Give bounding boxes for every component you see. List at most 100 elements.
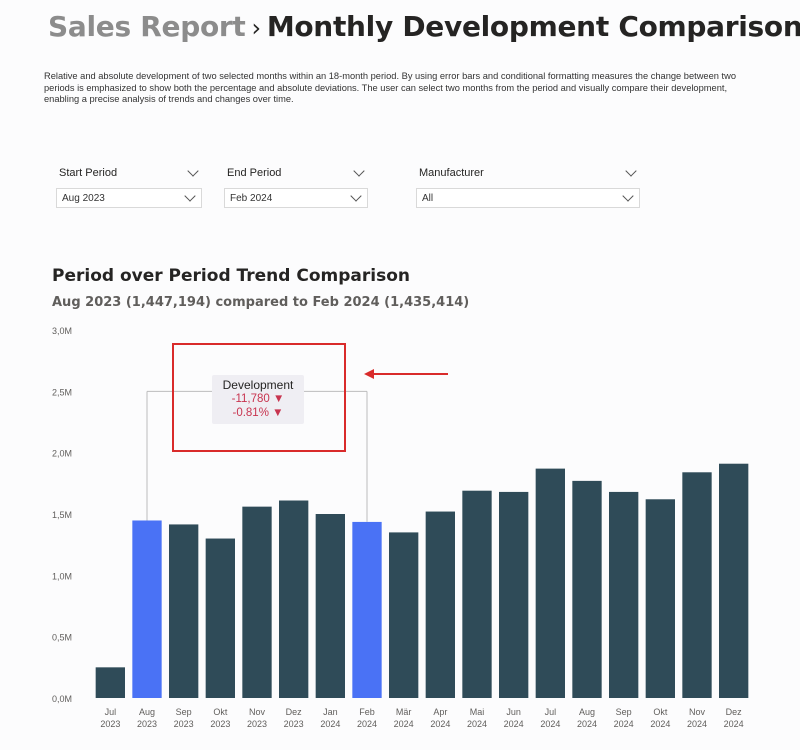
x-tick-month: Jul: [545, 707, 557, 717]
manufacturer-value: All: [422, 192, 434, 204]
start-period-dropdown[interactable]: Aug 2023: [56, 188, 202, 208]
x-tick-month: Nov: [249, 707, 266, 717]
bar: [95, 667, 125, 698]
bar: [315, 514, 345, 698]
x-tick-year: 2024: [320, 719, 340, 729]
x-tick-month: Aug: [579, 707, 595, 717]
tooltip-pct-value: -0.81%: [232, 407, 269, 419]
x-tick-year: 2024: [577, 719, 597, 729]
x-tick-month: Mai: [470, 707, 485, 717]
y-tick-label: 2,5M: [52, 387, 72, 397]
x-tick-year: 2024: [724, 719, 744, 729]
x-tick-month: Okt: [213, 707, 228, 717]
chevron-down-icon[interactable]: [187, 164, 199, 177]
x-tick-year: 2023: [137, 719, 157, 729]
breadcrumb-separator: ›: [251, 14, 262, 42]
bar: [719, 463, 749, 698]
manufacturer-label: Manufacturer: [419, 167, 484, 179]
chevron-down-icon: [184, 189, 196, 202]
breadcrumb-parent[interactable]: Sales Report: [48, 10, 246, 43]
end-period-slicer: End Period Feb 2024: [224, 164, 368, 208]
start-period-header[interactable]: Start Period: [56, 164, 202, 182]
x-tick-month: Jul: [105, 707, 117, 717]
x-tick-year: 2024: [430, 719, 450, 729]
x-tick-year: 2023: [100, 719, 120, 729]
x-tick-month: Sep: [176, 707, 192, 717]
bar: [609, 491, 639, 698]
start-period-value: Aug 2023: [62, 192, 105, 204]
chart-title: Period over Period Trend Comparison: [52, 266, 410, 286]
bar: [645, 499, 675, 698]
down-triangle-icon: ▼: [272, 407, 284, 419]
bar: [499, 491, 529, 698]
end-period-label: End Period: [227, 167, 282, 179]
x-tick-month: Mär: [396, 707, 412, 717]
x-tick-month: Jun: [506, 707, 521, 717]
x-tick-year: 2024: [687, 719, 707, 729]
x-tick-year: 2023: [284, 719, 304, 729]
annotation-highlight-box: [172, 343, 346, 452]
y-tick-label: 2,0M: [52, 449, 72, 459]
chevron-down-icon: [350, 189, 362, 202]
x-tick-month: Apr: [433, 707, 447, 717]
bar: [242, 506, 272, 698]
x-tick-year: 2024: [540, 719, 560, 729]
x-tick-month: Aug: [139, 707, 155, 717]
x-tick-month: Okt: [653, 707, 668, 717]
manufacturer-header[interactable]: Manufacturer: [416, 164, 640, 182]
start-period-label: Start Period: [59, 167, 118, 179]
x-tick-year: 2023: [210, 719, 230, 729]
bar: [279, 500, 309, 698]
x-tick-month: Dez: [726, 707, 743, 717]
bar: [132, 520, 162, 698]
y-tick-label: 1,0M: [52, 571, 72, 581]
bar: [572, 480, 602, 698]
x-tick-year: 2024: [614, 719, 634, 729]
start-period-slicer: Start Period Aug 2023: [56, 164, 202, 208]
manufacturer-slicer: Manufacturer All: [416, 164, 640, 208]
page-title: Monthly Development Comparison: [266, 10, 800, 43]
y-tick-label: 1,5M: [52, 510, 72, 520]
x-tick-year: 2024: [650, 719, 670, 729]
bar: [169, 524, 199, 698]
bar-chart: 0,0M 0,5M 1,0M 1,5M 2,0M 2,5M 3,0M Jul 2023 Aug 20…: [52, 326, 749, 729]
x-tick-year: 2023: [247, 719, 267, 729]
end-period-dropdown[interactable]: Feb 2024: [224, 188, 368, 208]
manufacturer-dropdown[interactable]: All: [416, 188, 640, 208]
bar: [462, 490, 492, 698]
x-tick-year: 2024: [467, 719, 487, 729]
page-header: Sales Report › Monthly Development Compari…: [48, 10, 800, 43]
x-tick-year: 2024: [394, 719, 414, 729]
x-tick-year: 2024: [357, 719, 377, 729]
chevron-down-icon[interactable]: [625, 164, 637, 177]
bar: [425, 511, 455, 698]
tooltip-percent: -0.81% ▼: [212, 406, 304, 420]
x-tick-month: Jan: [323, 707, 338, 717]
x-tick-year: 2024: [504, 719, 524, 729]
chart-subtitle: Aug 2023 (1,447,194) compared to Feb 202…: [52, 295, 470, 310]
annotation-arrow-icon: [364, 369, 448, 379]
x-tick-month: Dez: [286, 707, 303, 717]
tooltip-abs-value: -11,780: [231, 393, 270, 405]
end-period-value: Feb 2024: [230, 192, 273, 204]
tooltip-label: Development: [222, 378, 294, 392]
tooltip-absolute: -11,780 ▼: [212, 392, 304, 406]
x-tick-month: Nov: [689, 707, 706, 717]
development-tooltip: Development -11,780 ▼ -0.81% ▼: [212, 375, 304, 424]
y-tick-label: 0,0M: [52, 694, 72, 704]
x-tick-month: Feb: [359, 707, 375, 717]
chevron-down-icon[interactable]: [353, 164, 365, 177]
bar: [389, 532, 419, 698]
y-tick-label: 3,0M: [52, 326, 72, 336]
bar: [205, 538, 235, 698]
bar: [535, 468, 565, 698]
x-tick-year: 2023: [174, 719, 194, 729]
bar: [682, 472, 712, 698]
end-period-header[interactable]: End Period: [224, 164, 368, 182]
bar: [352, 521, 382, 698]
chevron-down-icon: [622, 189, 634, 202]
report-description: Relative and absolute development of two…: [44, 71, 736, 105]
down-triangle-icon: ▼: [272, 393, 285, 405]
y-tick-label: 0,5M: [52, 633, 72, 643]
x-tick-month: Sep: [616, 707, 632, 717]
